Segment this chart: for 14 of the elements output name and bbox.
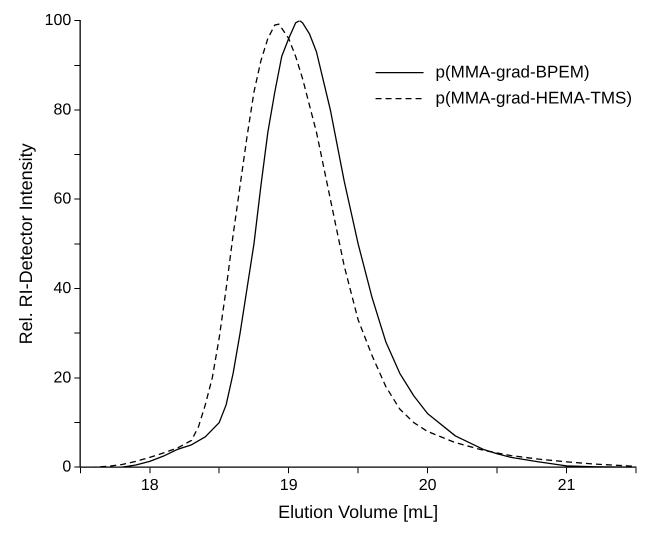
x-tick-label: 20	[418, 477, 437, 494]
y-tick-label: 60	[54, 190, 72, 208]
x-tick-label: 21	[558, 477, 576, 494]
x-axis-title: Elution Volume [mL]	[278, 502, 438, 522]
x-tick-label: 18	[140, 477, 159, 494]
legend-label: p(MMA-grad-BPEM)	[436, 62, 590, 82]
y-tick-label: 80	[54, 101, 72, 118]
y-axis-title: Rel. RI-Detector Intensity	[16, 143, 36, 344]
x-tick-label: 19	[280, 477, 298, 494]
y-tick-label: 20	[54, 369, 72, 386]
y-tick-label: 100	[44, 12, 72, 30]
legend-label: p(MMA-grad-HEMA-TMS)	[436, 88, 632, 108]
y-tick-label: 0	[62, 458, 72, 476]
y-tick-label: 40	[54, 280, 72, 297]
